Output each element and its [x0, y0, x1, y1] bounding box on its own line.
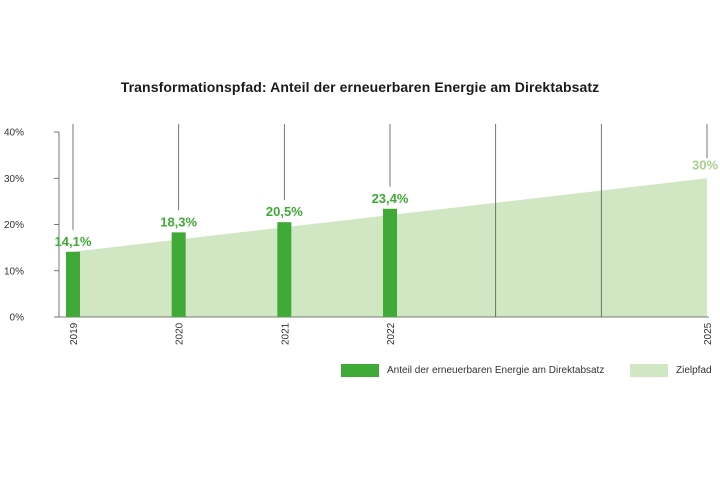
legend-item-target: Zielpfad: [630, 364, 712, 377]
y-tick-label: 30%: [4, 174, 24, 185]
chart-title: Transformationspfad: Anteil der erneuerb…: [120, 79, 600, 95]
y-tick-label: 0%: [10, 313, 25, 324]
x-tick-label: 2025: [703, 322, 714, 345]
legend-item-bars: Anteil der erneuerbaren Energie am Direk…: [341, 364, 604, 377]
legend-swatch-target: [630, 364, 668, 377]
x-tick-label: 2022: [386, 322, 397, 345]
y-tick-label: 10%: [4, 266, 24, 277]
x-tick-label: 2019: [69, 322, 80, 345]
x-tick-label: 2020: [175, 322, 186, 345]
bar-data-label: 20,5%: [266, 204, 303, 219]
x-tick-label: 2021: [280, 322, 291, 345]
bar: [66, 251, 80, 317]
y-tick-label: 20%: [4, 220, 24, 231]
bar: [277, 222, 292, 317]
legend-swatch-bars: [341, 364, 379, 377]
bar: [171, 232, 186, 317]
bar-data-label: 14,1%: [55, 234, 92, 249]
target-end-label: 30%: [692, 157, 718, 172]
bar: [383, 208, 397, 317]
bar-data-label: 23,4%: [372, 191, 409, 206]
legend-label-target: Zielpfad: [676, 365, 712, 376]
bar-data-label: 18,3%: [160, 214, 197, 229]
y-tick-label: 40%: [4, 128, 24, 139]
legend-label-bars: Anteil der erneuerbaren Energie am Direk…: [387, 365, 605, 376]
